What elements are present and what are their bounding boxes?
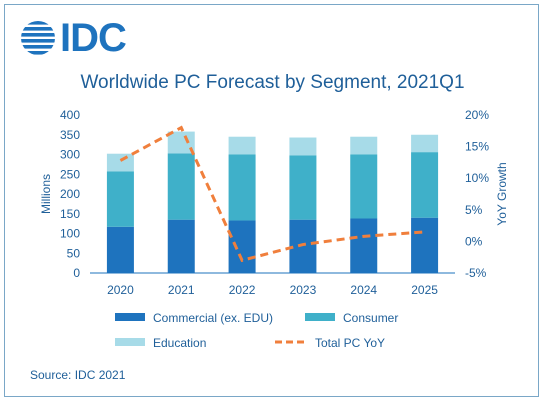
y-tick-label-250: 250 [60, 167, 80, 181]
legend-swatch-commercial-ex-edu [115, 313, 145, 321]
logo-text: IDC [60, 16, 127, 60]
y-tick-label-350: 350 [60, 128, 80, 142]
y-tick-label-0: 0 [73, 266, 80, 280]
line-total-pc-yoy [119, 125, 425, 263]
y2-tick-label-4: 15% [465, 140, 489, 154]
y-tick-label-200: 200 [60, 187, 80, 201]
bar-consumer-2024 [350, 154, 378, 219]
x-tick-label-2023: 2023 [290, 283, 317, 297]
bar-commercial-ex-edu-2020 [106, 226, 134, 273]
legend-label-consumer: Consumer [343, 311, 398, 325]
bar-education-2021 [167, 131, 195, 154]
source-note: Source: IDC 2021 [30, 368, 126, 382]
y2-tick-label-5: 20% [465, 108, 489, 122]
y2-tick-label-0: -5% [465, 266, 487, 280]
bar-commercial-ex-edu-2024 [350, 218, 378, 273]
y2-tick-label-3: 10% [465, 171, 489, 185]
x-tick-label-2022: 2022 [229, 283, 256, 297]
bar-consumer-2025 [411, 152, 439, 218]
idc-logo: IDC [20, 16, 127, 60]
y-axis-title: Millions [39, 174, 53, 214]
bar-commercial-ex-edu-2022 [228, 220, 256, 273]
y-tick-label-150: 150 [60, 207, 80, 221]
chart-frame [4, 4, 539, 397]
bar-consumer-2022 [228, 154, 256, 221]
y-tick-label-300: 300 [60, 148, 80, 162]
x-tick-label-2025: 2025 [411, 283, 438, 297]
legend-swatch-education [115, 338, 145, 346]
y2-tick-label-2: 5% [465, 203, 483, 217]
bar-consumer-2023 [289, 155, 317, 220]
idc-globe-icon [21, 21, 55, 55]
legend-label-commercial-ex-edu: Commercial (ex. EDU) [153, 311, 273, 325]
y2-axis-title: YoY Growth [495, 162, 509, 225]
y-tick-label-50: 50 [67, 246, 81, 260]
x-tick-label-2020: 2020 [107, 283, 134, 297]
y2-tick-label-1: 0% [465, 234, 483, 248]
bar-education-2022 [228, 136, 256, 155]
y-tick-label-100: 100 [60, 227, 80, 241]
legend-swatch-consumer [305, 313, 335, 321]
x-tick-label-2021: 2021 [168, 283, 195, 297]
bar-consumer-2020 [106, 171, 134, 227]
bar-commercial-ex-edu-2025 [411, 217, 439, 273]
bar-commercial-ex-edu-2023 [289, 219, 317, 273]
y-tick-label-400: 400 [60, 108, 80, 122]
x-tick-label-2024: 2024 [350, 283, 377, 297]
bar-consumer-2021 [167, 153, 195, 220]
chart-title: Worldwide PC Forecast by Segment, 2021Q1 [80, 72, 465, 93]
bar-commercial-ex-edu-2021 [167, 219, 195, 273]
bar-education-2024 [350, 136, 378, 155]
legend-label-total-pc-yoy: Total PC YoY [315, 336, 385, 350]
bar-education-2025 [411, 134, 439, 153]
legend-label-education: Education [153, 336, 206, 350]
bar-education-2023 [289, 137, 317, 156]
bar-education-2020 [106, 153, 134, 172]
